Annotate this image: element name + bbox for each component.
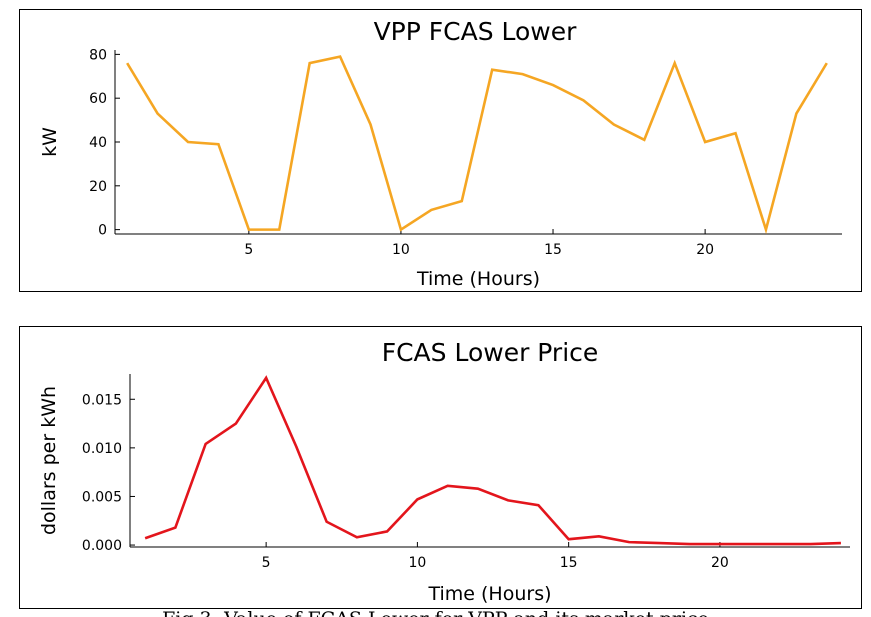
y-axis-label: dollars per kWh <box>38 386 60 535</box>
x-tick-label: 10 <box>408 555 426 571</box>
y-tick-label: 40 <box>89 135 107 151</box>
chart-vpp-fcas-lower: VPP FCAS Lower 5 10 15 20 0 20 40 60 80 Time (Hour… <box>39 17 842 290</box>
y-tick-label: 0.005 <box>82 489 122 505</box>
x-tick-label: 10 <box>392 242 410 258</box>
y-tick-label: 0.010 <box>82 441 122 457</box>
x-tick-label: 5 <box>262 555 271 571</box>
chart-title: FCAS Lower Price <box>382 338 599 367</box>
x-tick-label: 15 <box>560 555 578 571</box>
y-tick-label: 20 <box>89 179 107 195</box>
chart-fcas-lower-price: FCAS Lower Price 5 10 15 20 0.000 0.005 0.010 0.… <box>38 338 850 605</box>
x-axis-label: Time (Hours) <box>427 583 551 605</box>
chart-panel-vpp-fcas-lower: VPP FCAS Lower 5 10 15 20 0 20 40 60 80 Time (Hour… <box>19 9 862 292</box>
series-line <box>126 55 828 235</box>
figure-caption: Fig 3: Value of FCAS Lower for VPP and i… <box>0 607 871 617</box>
x-tick-label: 20 <box>696 242 714 258</box>
chart-panel-fcas-lower-price: FCAS Lower Price 5 10 15 20 0.000 0.005 0.010 0.… <box>19 326 862 609</box>
y-tick-label: 0 <box>98 223 107 239</box>
chart-title: VPP FCAS Lower <box>374 17 578 46</box>
x-axis-label: Time (Hours) <box>416 268 540 290</box>
x-tick-label: 15 <box>544 242 562 258</box>
x-tick-label: 5 <box>244 242 253 258</box>
y-tick-label: 0.015 <box>82 392 122 408</box>
series-line <box>144 375 841 546</box>
y-tick-label: 80 <box>89 47 107 63</box>
y-axis-label: kW <box>39 127 61 157</box>
x-tick-label: 20 <box>711 555 729 571</box>
y-tick-label: 0.000 <box>82 538 122 554</box>
y-tick-label: 60 <box>89 91 107 107</box>
